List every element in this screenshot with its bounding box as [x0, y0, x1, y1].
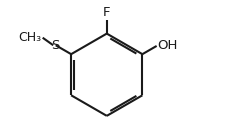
Text: CH₃: CH₃ [18, 31, 41, 44]
Text: OH: OH [157, 40, 177, 52]
Text: F: F [103, 6, 110, 19]
Text: S: S [51, 39, 60, 52]
